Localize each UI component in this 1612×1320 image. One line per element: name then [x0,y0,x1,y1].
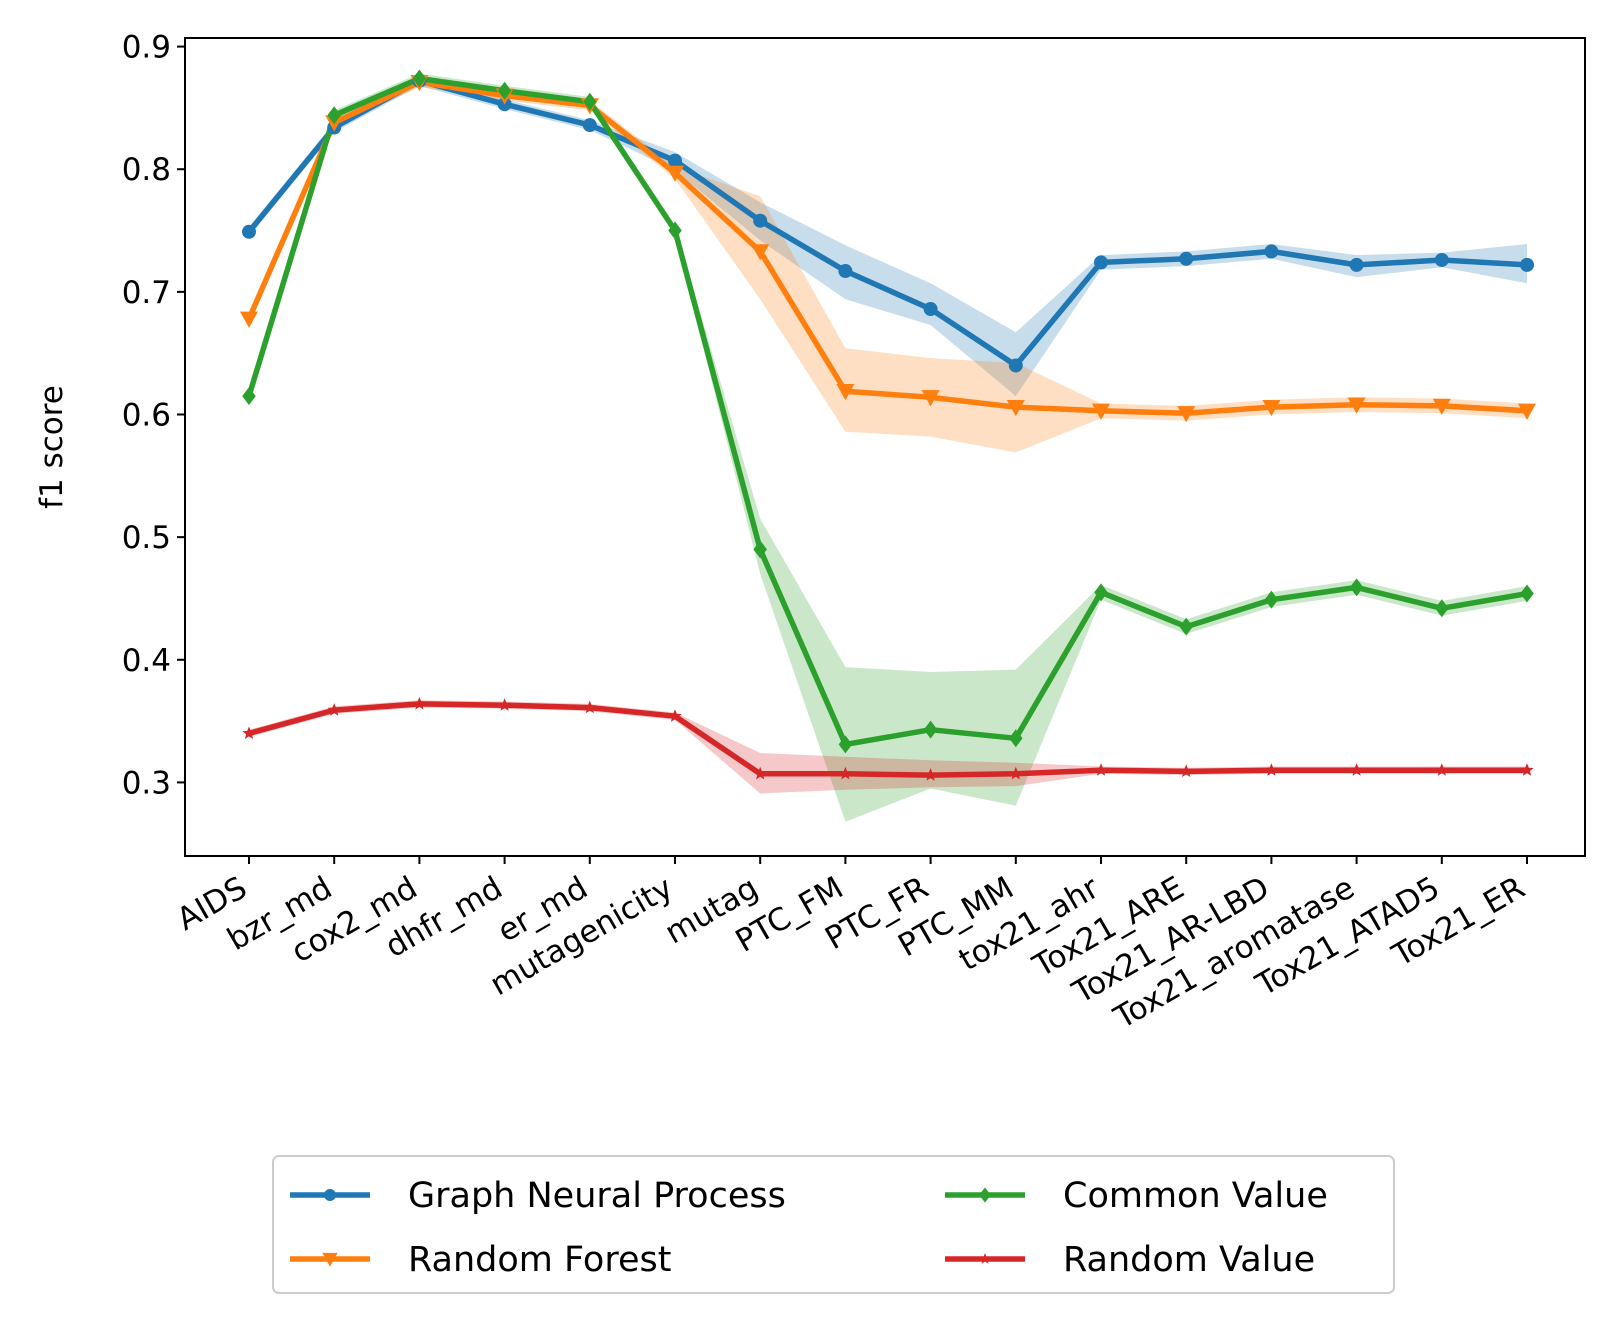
point-random-value-dhfr-md [497,698,512,711]
point-random-forest-tox21-atad5 [1432,398,1451,415]
point-random-value-er-md [583,700,597,714]
point-common-value-ptc-mm [1009,729,1023,748]
point-random-value-tox21-er [1520,763,1534,776]
point-graph-neural-process-mutagenicity [668,153,682,168]
line-common-value [246,75,1530,748]
point-random-forest-tox21-ar-lbd [1262,399,1281,417]
legend-label-graph-neural-process: Graph Neural Process [408,1176,786,1216]
point-random-value-tox21-ar-lbd [1264,763,1279,776]
y-tick-label-0-4: 0.4 [122,643,171,679]
point-random-value-mutagenicity [668,709,682,722]
point-graph-neural-process-ptc-mm [1008,358,1023,373]
y-tick-label-0-8: 0.8 [122,152,171,188]
point-random-value-tox21-aromatase [1349,763,1364,776]
point-common-value-mutag [753,540,767,559]
point-random-value-cox2-md [412,696,427,710]
y-tick-label-0-7: 0.7 [122,275,171,311]
legend-label-random-forest: Random Forest [408,1240,671,1280]
legend-label-common-value: Common Value [1063,1176,1328,1216]
legend-marker-graph-neural-process [324,1189,336,1201]
point-random-forest-ptc-mm [1006,399,1025,417]
point-graph-neural-process-tox21-atad5 [1434,252,1449,267]
line-random-value [246,701,1530,778]
point-random-forest-tox21-ahr [1092,403,1110,420]
point-random-value-ptc-fr [923,768,938,781]
y-tick-label-0-5: 0.5 [122,520,171,556]
legend-marker-random-forest [322,1252,338,1267]
point-common-value-ptc-fr [923,720,938,739]
point-common-value-aids [242,387,256,406]
point-common-value-mutagenicity [668,221,682,240]
point-graph-neural-process-tox21-er [1520,257,1534,272]
point-random-forest-ptc-fm [836,383,855,401]
point-graph-neural-process-ptc-fr [923,302,938,317]
line-graph-neural-process [246,78,1530,369]
point-common-value-tox21-er [1520,584,1534,603]
point-random-forest-tox21-aromatase [1347,397,1366,414]
band-random-forest [249,77,1527,453]
point-common-value-dhfr-md [497,81,512,100]
band-graph-neural-process [249,76,1527,397]
y-axis-title: f1 score [34,385,70,509]
point-common-value-ptc-fm [838,735,853,754]
point-common-value-tox21-atad5 [1435,599,1449,618]
point-common-value-cox2-md [412,69,427,88]
point-random-value-ptc-mm [1009,766,1023,780]
point-random-forest-tox21-er [1518,403,1536,420]
point-random-value-tox21-are [1179,764,1193,777]
point-graph-neural-process-er-md [582,118,597,133]
point-random-forest-mutag [751,244,770,261]
point-graph-neural-process-tox21-aromatase [1349,257,1364,272]
point-random-value-mutag [753,766,767,780]
band-common-value [249,73,1527,822]
line-random-forest [246,79,1530,417]
legend-label-random-value: Random Value [1063,1240,1315,1280]
series-markers [240,69,1536,781]
series-lines [246,75,1530,778]
point-random-forest-ptc-fr [921,390,940,407]
point-random-forest-aids [240,311,258,328]
point-graph-neural-process-mutag [753,213,768,228]
point-random-value-ptc-fm [838,766,853,780]
legend: Graph Neural Process Random Forest Common … [272,1155,1395,1294]
legend-marker-common-value [979,1187,991,1203]
legend-box [272,1155,1395,1294]
point-random-value-tox21-ahr [1094,763,1108,776]
point-common-value-tox21-ar-lbd [1264,590,1279,609]
plot-frame [184,37,1586,857]
point-graph-neural-process-aids [242,224,256,239]
y-tick-label-0-9: 0.9 [122,30,171,66]
point-common-value-tox21-aromatase [1349,578,1364,597]
point-common-value-tox21-ahr [1094,583,1108,602]
point-graph-neural-process-tox21-ar-lbd [1264,244,1279,259]
point-common-value-bzr-md [327,106,341,125]
legend-marker-random-value [979,1253,991,1264]
point-graph-neural-process-tox21-are [1179,251,1194,266]
point-random-value-bzr-md [327,703,341,716]
y-tick-label-0-3: 0.3 [122,765,171,801]
point-graph-neural-process-ptc-fm [838,264,853,279]
y-tick-label-0-6: 0.6 [122,398,171,434]
point-random-forest-mutagenicity [666,165,684,182]
point-common-value-er-md [583,92,597,111]
point-random-value-aids [242,726,256,739]
y-axis: 0.3 0.4 0.5 0.6 0.7 0.8 0.9 [122,30,185,801]
point-graph-neural-process-tox21-ahr [1094,255,1108,270]
point-random-value-tox21-atad5 [1435,763,1449,776]
point-common-value-tox21-are [1179,617,1193,636]
point-random-forest-tox21-are [1177,406,1196,423]
